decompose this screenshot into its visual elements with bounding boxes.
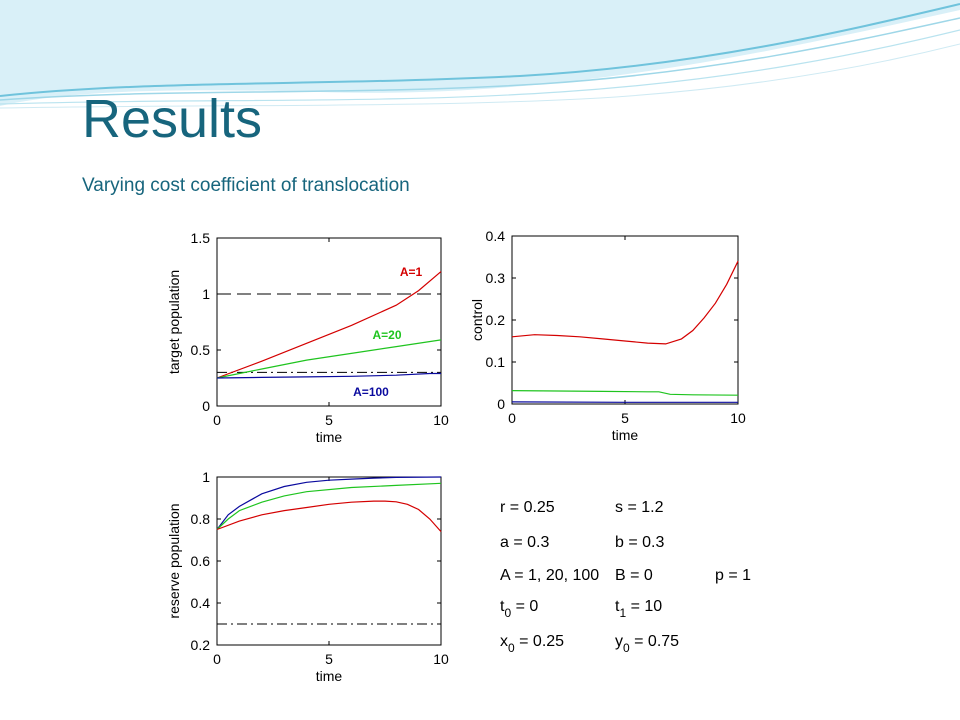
wave-fill (0, 0, 960, 106)
axes-frame (216, 237, 442, 407)
y-axis-label: target population (166, 270, 182, 374)
axes-frame (511, 235, 739, 405)
y-tick-label: 1.5 (191, 230, 211, 246)
y-tick-label: 0.5 (191, 342, 211, 358)
axes-frame (216, 476, 442, 646)
x-axis-label: time (316, 668, 343, 684)
y-tick-label: 0.2 (486, 312, 506, 328)
series-line (216, 339, 442, 379)
param-y0-sub: 0 (623, 641, 630, 655)
x-tick-label: 0 (213, 412, 221, 428)
param-t0-value: = 0 (511, 598, 539, 615)
series-line (216, 476, 442, 530)
y-tick-label: 0.6 (191, 553, 211, 569)
series-label: A=100 (353, 385, 389, 399)
param-r: r = 0.25 (500, 499, 555, 516)
param-y0-value: = 0.75 (629, 633, 680, 650)
param-t1: t1 = 10 (615, 598, 662, 620)
param-t1-var: t (615, 598, 620, 615)
y-tick-label: 0.4 (486, 228, 506, 244)
y-tick-label: 0 (202, 398, 210, 414)
y-axis-label: control (469, 299, 485, 341)
x-tick-label: 5 (325, 651, 333, 667)
wave-line (0, 3, 960, 97)
series-line (511, 390, 739, 396)
y-tick-label: 0.3 (486, 270, 506, 286)
x-axis-label: time (612, 427, 639, 443)
param-t1-sub: 1 (619, 606, 627, 620)
param-y0: y0 = 0.75 (615, 633, 679, 655)
x-tick-label: 5 (621, 410, 629, 426)
figure-panel: 0 5 10 0 0.5 1 1.5 time target population A=1 A=20… (128, 198, 802, 706)
wave-line (0, 29, 960, 105)
series-line (216, 271, 442, 379)
y-tick-label: 0.2 (191, 637, 211, 653)
series-label: A=20 (372, 328, 401, 342)
y-tick-label: 0 (497, 396, 505, 412)
x-tick-label: 0 (508, 410, 516, 426)
series-line (216, 500, 442, 532)
param-x0: x0 = 0.25 (500, 633, 564, 655)
param-s: s = 1.2 (615, 499, 664, 516)
slide-subtitle: Varying cost coefficient of translocatio… (82, 175, 410, 196)
x-tick-label: 0 (213, 651, 221, 667)
param-a: a = 0.3 (500, 534, 550, 551)
param-x0-sub: 0 (508, 641, 515, 655)
y-tick-label: 0.8 (191, 511, 211, 527)
x-axis-label: time (316, 429, 343, 445)
slide-title: Results (82, 89, 263, 149)
x-tick-label: 10 (730, 410, 746, 426)
series-line (216, 482, 442, 530)
y-tick-label: 1 (202, 286, 210, 302)
y-tick-label: 1 (202, 469, 210, 485)
param-t0-var: t (500, 598, 505, 615)
param-t0-sub: 0 (504, 606, 512, 620)
param-x0-value: = 0.25 (514, 633, 565, 650)
x-tick-label: 10 (433, 412, 449, 428)
param-p: p = 1 (715, 567, 752, 584)
y-tick-label: 0.1 (486, 354, 506, 370)
wave-line (0, 43, 960, 109)
param-y0-var: y (615, 633, 623, 650)
x-tick-label: 5 (325, 412, 333, 428)
y-tick-label: 0.4 (191, 595, 211, 611)
param-x0-var: x (500, 633, 508, 650)
series-label: A=1 (400, 265, 423, 279)
x-tick-label: 10 (433, 651, 449, 667)
series-line (216, 372, 441, 379)
param-t1-value: = 10 (626, 598, 663, 615)
wave-line (0, 17, 960, 101)
decorative-wave-header (0, 0, 960, 109)
series-line (511, 260, 739, 345)
param-t0: t0 = 0 (500, 598, 538, 620)
param-b: b = 0.3 (615, 534, 665, 551)
param-B: B = 0 (615, 567, 653, 584)
param-A: A = 1, 20, 100 (500, 567, 600, 584)
y-axis-label: reserve population (166, 503, 182, 618)
